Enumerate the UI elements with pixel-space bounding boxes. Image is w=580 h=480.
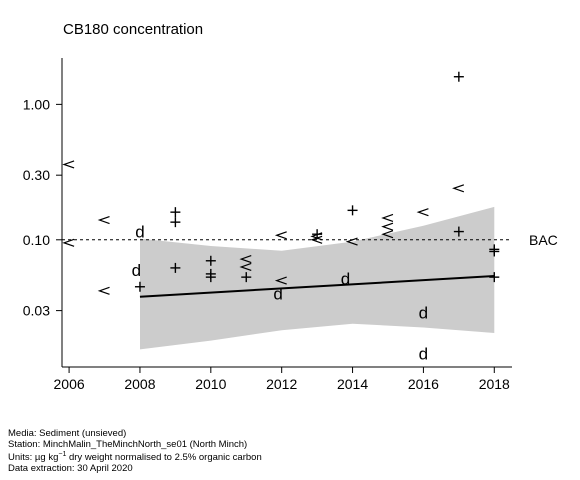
trend-line [139, 275, 495, 298]
point-plus [453, 226, 464, 237]
bac-label: BAC [529, 232, 558, 248]
point-less-than [381, 230, 394, 239]
axes-layer: 0.03 0.10 0.30 1.00 2006 2008 2010 2012 2014 2016… [23, 58, 512, 392]
point-d: d [273, 285, 282, 304]
y-tick-label: 1.00 [23, 96, 50, 112]
point-d: d [419, 344, 428, 363]
footer-units: Units: µg kg−1 dry weight normalised to … [8, 450, 262, 464]
x-tick-label: 2018 [479, 376, 510, 392]
footer-units-suffix: dry weight normalised to 2.5% organic ca… [66, 452, 262, 464]
y-tick-label: 0.03 [23, 303, 50, 319]
footer-station: Station: MinchMalin_TheMinchNorth_se01 (… [8, 438, 248, 450]
point-less-than [381, 213, 394, 223]
x-tick-label: 2008 [124, 376, 155, 392]
x-tick-label: 2012 [266, 376, 297, 392]
point-plus [489, 246, 500, 257]
point-plus [241, 272, 252, 283]
chart-footer: Media: Sediment (unsieved) Station: Minc… [8, 428, 262, 474]
point-less-than [274, 276, 287, 285]
point-less-than [62, 160, 75, 169]
point-plus [205, 255, 216, 266]
point-less-than [310, 232, 323, 241]
point-plus [453, 71, 464, 82]
footer-units-prefix: Units: µg kg [8, 452, 59, 464]
point-d: d [419, 304, 428, 323]
point-plus [489, 272, 500, 283]
point-plus [347, 205, 358, 216]
x-tick-label: 2014 [337, 376, 368, 392]
point-less-than [239, 255, 252, 264]
bac-reference-layer: BAC [62, 232, 558, 248]
point-plus [205, 272, 216, 283]
y-tick-label: 0.10 [23, 232, 50, 248]
footer-units-superscript: −1 [58, 451, 67, 459]
point-less-than [274, 231, 287, 240]
point-plus [170, 207, 181, 218]
point-plus [134, 281, 145, 292]
point-d: d [341, 269, 350, 288]
point-less-than [381, 222, 394, 231]
point-less-than [62, 238, 75, 247]
chart-title: CB180 concentration [63, 21, 203, 38]
confidence-band [140, 206, 495, 350]
y-tick-label: 0.30 [23, 167, 50, 183]
footer-media: Media: Sediment (unsieved) [8, 428, 127, 439]
point-plus [170, 217, 181, 228]
point-less-than [416, 208, 429, 217]
point-less-than [239, 262, 252, 272]
point-less-than [345, 237, 358, 246]
point-less-than [452, 184, 465, 193]
point-d: d [132, 261, 141, 280]
footer-extraction: Data extraction: 30 April 2020 [8, 462, 133, 474]
point-less-than [97, 215, 110, 225]
trend-line-layer [139, 275, 495, 298]
x-tick-label: 2006 [54, 376, 85, 392]
point-plus [170, 262, 181, 273]
point-less-than [310, 235, 323, 244]
point-d: d [135, 223, 144, 242]
x-tick-label: 2010 [195, 376, 226, 392]
x-tick-label: 2016 [408, 376, 439, 392]
confidence-band-layer [140, 206, 495, 350]
point-less-than [97, 286, 110, 295]
